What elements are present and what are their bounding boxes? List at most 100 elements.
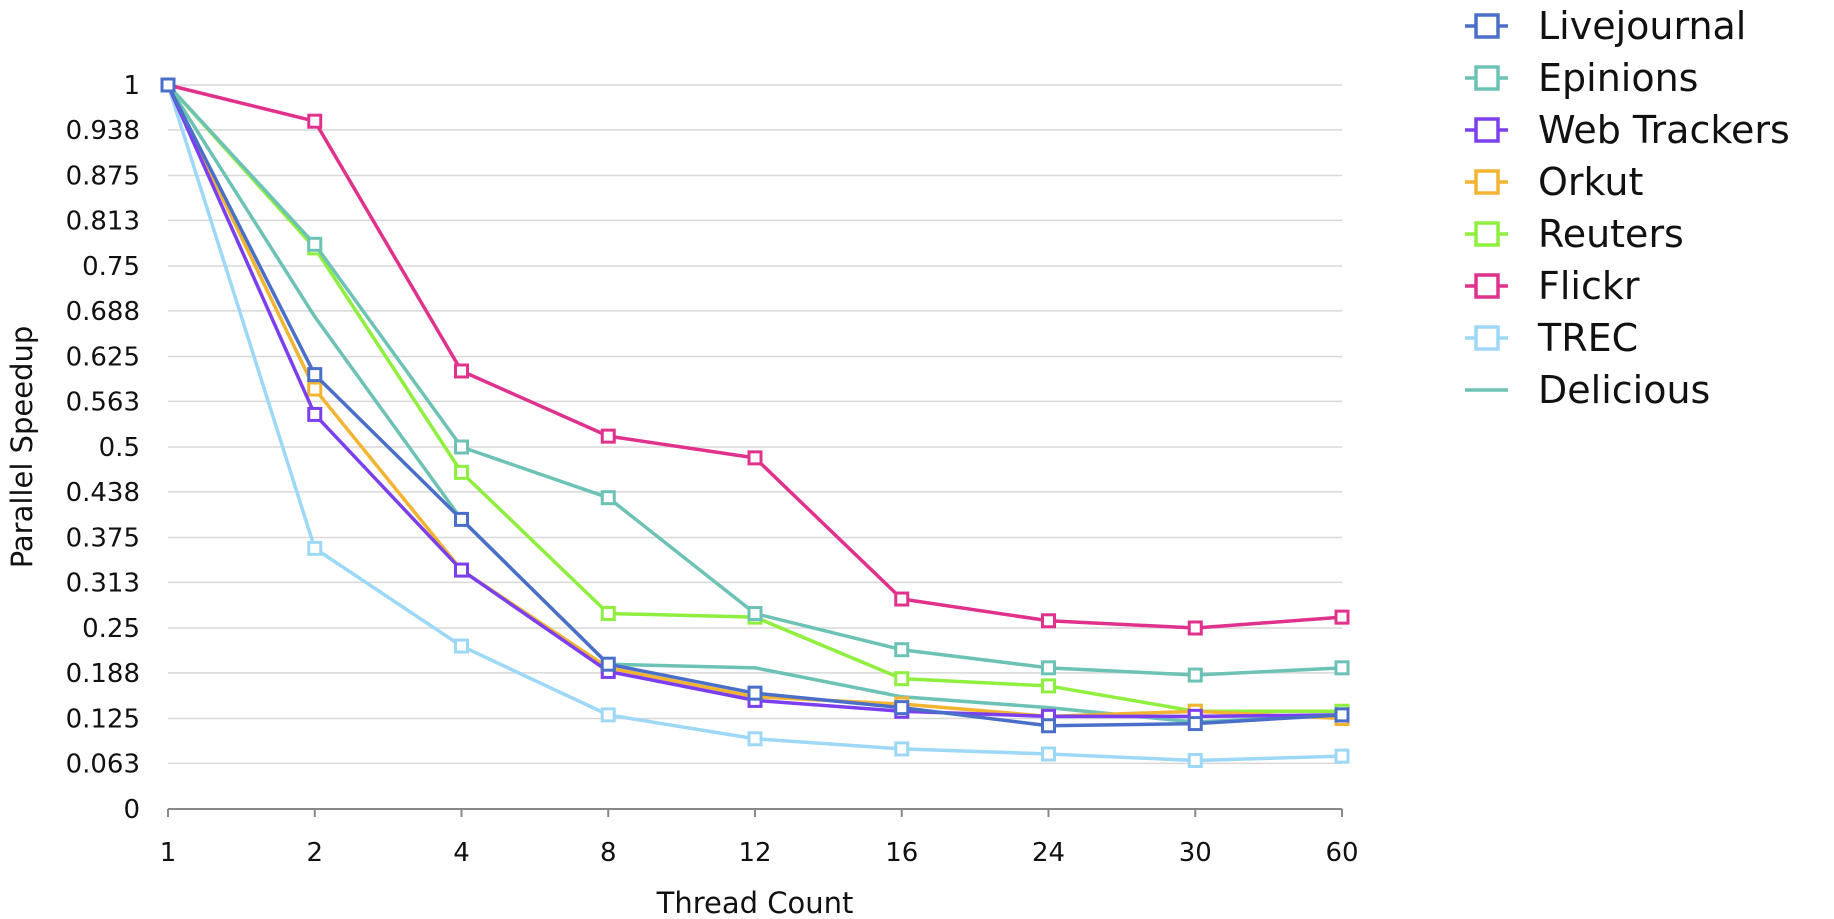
y-tick-label: 0.063 xyxy=(66,749,140,779)
data-point xyxy=(307,381,323,397)
data-point xyxy=(600,606,616,622)
data-point xyxy=(747,685,763,701)
legend: Livejournal Epinions Web Trackers Orkut Reut… xyxy=(1465,4,1790,412)
legend-swatch-marker xyxy=(1474,325,1500,351)
data-point xyxy=(307,367,323,383)
data-point xyxy=(307,406,323,422)
x-tick-label: 8 xyxy=(600,838,617,868)
series-livejournal xyxy=(160,77,1350,734)
data-point xyxy=(600,428,616,444)
legend-label: Reuters xyxy=(1538,212,1684,256)
legend-swatch-marker xyxy=(1474,65,1500,91)
x-tick-label: 1 xyxy=(160,838,177,868)
x-axis-title: Thread Count xyxy=(656,886,854,919)
legend-swatch-marker xyxy=(1474,13,1500,39)
data-point xyxy=(747,731,763,747)
data-point xyxy=(454,464,469,480)
y-tick-label: 0 xyxy=(123,795,140,825)
data-point xyxy=(454,363,469,379)
y-tick-label: 0.5 xyxy=(99,433,140,463)
data-point xyxy=(454,562,469,578)
series-line xyxy=(166,84,1343,728)
y-tick-label: 1 xyxy=(123,71,140,101)
data-point xyxy=(600,707,616,723)
x-axis-ticks: 1 2 4 8 12 16 24 30 60 xyxy=(160,809,1359,868)
y-tick-label: 0.25 xyxy=(82,614,140,644)
legend-label: Orkut xyxy=(1538,160,1643,204)
y-tick-label: 0.375 xyxy=(66,524,140,554)
legend-item: Livejournal xyxy=(1465,4,1746,48)
y-tick-label: 0.875 xyxy=(66,162,140,192)
y-tick-label: 0.188 xyxy=(66,659,140,689)
legend-swatch-marker xyxy=(1474,273,1500,299)
y-tick-label: 0.563 xyxy=(66,387,140,417)
legend-label: Epinions xyxy=(1538,56,1698,100)
data-point xyxy=(600,656,616,672)
data-point xyxy=(160,77,176,93)
legend-label: Livejournal xyxy=(1538,4,1746,48)
data-point xyxy=(894,642,910,658)
data-point xyxy=(1334,707,1350,723)
legend-item: Epinions xyxy=(1465,56,1698,100)
data-point xyxy=(747,450,763,466)
y-axis-title: Parallel Speedup xyxy=(5,326,39,569)
data-point xyxy=(1187,667,1203,683)
series-flickr xyxy=(160,77,1350,636)
y-tick-label: 0.625 xyxy=(66,343,140,373)
data-point xyxy=(894,700,910,716)
data-point xyxy=(894,741,910,757)
data-point xyxy=(747,606,763,622)
data-point xyxy=(1041,746,1056,762)
data-point xyxy=(307,540,323,556)
series-epinions xyxy=(160,77,1350,683)
data-point xyxy=(1334,748,1350,764)
data-point xyxy=(1041,660,1056,676)
legend-label: Flickr xyxy=(1538,264,1640,308)
legend-item: TREC xyxy=(1465,316,1638,360)
x-tick-label: 4 xyxy=(453,838,470,868)
y-tick-label: 0.313 xyxy=(66,568,140,598)
data-point xyxy=(1187,716,1203,732)
data-point xyxy=(1187,620,1203,636)
legend-swatch-marker xyxy=(1474,117,1500,143)
legend-label: TREC xyxy=(1537,316,1638,360)
data-point xyxy=(1041,718,1056,734)
x-tick-label: 2 xyxy=(306,838,323,868)
y-tick-label: 0.813 xyxy=(66,206,140,236)
legend-label: Web Trackers xyxy=(1538,108,1790,152)
y-tick-label: 0.75 xyxy=(82,252,140,282)
data-point xyxy=(1334,609,1350,625)
legend-label: Delicious xyxy=(1538,368,1710,412)
data-point xyxy=(454,439,469,455)
data-point xyxy=(1187,752,1203,768)
x-tick-label: 24 xyxy=(1032,838,1065,868)
legend-swatch-marker xyxy=(1474,221,1500,247)
data-point xyxy=(1334,660,1350,676)
legend-item: Orkut xyxy=(1465,160,1643,204)
series-lines xyxy=(160,77,1350,768)
x-tick-label: 16 xyxy=(885,838,918,868)
data-point xyxy=(1041,613,1056,629)
data-point xyxy=(454,511,469,527)
y-tick-label: 0.125 xyxy=(66,705,140,735)
x-tick-label: 12 xyxy=(738,838,771,868)
x-tick-label: 30 xyxy=(1179,838,1212,868)
legend-swatch-marker xyxy=(1474,169,1500,195)
data-point xyxy=(1041,678,1056,694)
legend-item: Reuters xyxy=(1465,212,1684,256)
y-axis-ticks: 0 0.063 0.125 0.188 0.25 0.313 0.375 0.438 0.5 0.… xyxy=(66,71,140,825)
y-tick-label: 0.938 xyxy=(66,116,140,146)
data-point xyxy=(307,113,323,129)
y-tick-label: 0.438 xyxy=(66,478,140,508)
data-point xyxy=(894,591,910,607)
legend-item: Flickr xyxy=(1465,264,1640,308)
y-tick-label: 0.688 xyxy=(66,297,140,327)
x-tick-label: 60 xyxy=(1325,838,1358,868)
legend-item: Web Trackers xyxy=(1465,108,1790,152)
data-point xyxy=(894,671,910,687)
legend-item: Delicious xyxy=(1465,368,1710,412)
data-point xyxy=(600,490,616,506)
data-point xyxy=(307,236,323,252)
data-point xyxy=(454,638,469,654)
